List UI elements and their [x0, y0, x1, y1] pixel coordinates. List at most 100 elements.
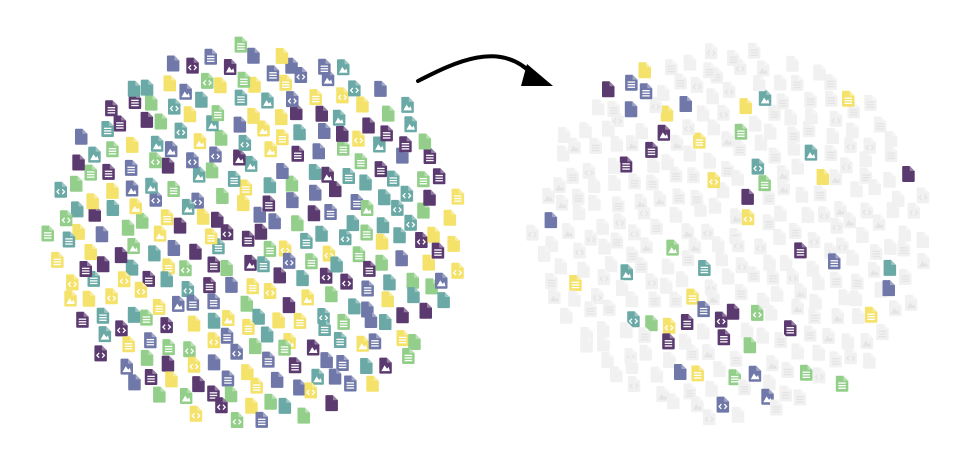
blank-file-icon: [683, 54, 697, 71]
code-file-icon: [840, 157, 853, 174]
doc-icon: [610, 232, 624, 249]
doc-icon: [221, 370, 235, 387]
blank-file-icon: [884, 131, 898, 147]
doc-icon: [662, 333, 675, 350]
doc-icon: [789, 223, 802, 239]
doc-icon: [263, 240, 277, 257]
blank-file-icon: [161, 157, 175, 174]
code-file-icon: [682, 119, 695, 136]
code-file-icon: [404, 214, 417, 231]
image-file-icon: [181, 198, 195, 215]
code-file-icon: [907, 202, 921, 219]
doc-icon: [717, 329, 731, 346]
doc-icon: [638, 327, 651, 344]
doc-icon: [162, 258, 175, 275]
code-file-icon: [584, 229, 598, 246]
doc-icon: [142, 270, 155, 287]
blank-file-icon: [868, 179, 881, 196]
image-file-icon: [804, 144, 818, 161]
doc-icon: [770, 399, 783, 416]
doc-icon: [864, 94, 877, 111]
doc-icon: [102, 163, 115, 180]
blank-file-icon: [663, 352, 676, 368]
blank-file-icon: [207, 312, 221, 329]
blank-file-icon: [577, 261, 590, 278]
doc-icon: [683, 383, 697, 400]
image-file-icon: [150, 135, 164, 152]
code-file-icon: [701, 223, 714, 240]
blank-file-icon: [192, 376, 205, 393]
image-file-icon: [179, 83, 192, 100]
code-file-icon: [352, 130, 365, 147]
doc-icon: [266, 65, 280, 82]
doc-icon: [680, 314, 694, 330]
code-file-icon: [732, 236, 745, 253]
code-file-icon: [149, 152, 162, 169]
doc-icon: [350, 194, 364, 210]
doc-icon: [309, 89, 322, 106]
blank-file-icon: [859, 151, 872, 168]
blank-file-icon: [330, 256, 343, 273]
blank-file-icon: [328, 368, 342, 385]
blank-file-icon: [892, 190, 905, 207]
image-file-icon: [904, 294, 918, 311]
blank-file-icon: [706, 88, 719, 105]
blank-file-icon: [378, 189, 391, 206]
blank-file-icon: [127, 80, 141, 97]
blank-file-icon: [406, 272, 419, 289]
code-file-icon: [690, 76, 704, 93]
blank-file-icon: [71, 201, 84, 218]
blank-file-icon: [602, 81, 615, 98]
blank-file-icon: [285, 175, 299, 192]
blank-file-icon: [660, 277, 673, 294]
code-file-icon: [189, 405, 203, 422]
code-file-icon: [191, 192, 204, 209]
doc-icon: [784, 320, 797, 337]
code-file-icon: [278, 240, 292, 257]
blank-file-icon: [366, 375, 379, 392]
code-file-icon: [807, 232, 821, 249]
blank-file-icon: [268, 213, 281, 230]
blank-file-icon: [214, 77, 227, 94]
blank-file-icon: [620, 322, 633, 339]
blank-file-icon: [635, 123, 649, 140]
blank-file-icon: [278, 397, 292, 414]
blank-file-icon: [207, 354, 221, 371]
doc-icon: [423, 148, 437, 164]
blank-file-icon: [838, 289, 851, 306]
blank-file-icon: [846, 249, 859, 266]
image-file-icon: [311, 368, 324, 385]
blank-file-icon: [557, 127, 571, 144]
blank-file-icon: [764, 123, 777, 140]
doc-icon: [884, 145, 898, 162]
image-file-icon: [435, 272, 448, 289]
code-file-icon: [628, 224, 641, 241]
code-file-icon: [336, 87, 349, 104]
doc-icon: [402, 348, 415, 364]
blank-file-icon: [598, 238, 611, 255]
image-file-icon: [670, 134, 684, 151]
blank-file-icon: [140, 79, 154, 96]
blank-file-icon: [883, 259, 897, 276]
blank-file-icon: [813, 64, 826, 81]
image-file-icon: [620, 264, 633, 281]
doc-icon: [255, 411, 268, 428]
image-file-icon: [889, 300, 902, 317]
code-file-icon: [830, 217, 843, 234]
blank-file-icon: [773, 228, 786, 245]
code-file-icon: [751, 304, 764, 321]
blank-file-icon: [75, 128, 88, 145]
blank-file-icon: [591, 99, 605, 116]
blank-file-icon: [315, 225, 328, 242]
blank-file-icon: [307, 205, 321, 222]
image-file-icon: [145, 177, 158, 194]
doc-icon: [628, 173, 641, 190]
doc-icon: [101, 121, 114, 137]
blank-file-icon: [749, 115, 762, 132]
blank-file-icon: [189, 243, 202, 260]
code-file-icon: [716, 396, 730, 413]
blank-file-icon: [423, 189, 436, 206]
blank-file-icon: [364, 312, 378, 328]
blank-file-icon: [607, 157, 621, 174]
code-file-icon: [812, 367, 826, 384]
